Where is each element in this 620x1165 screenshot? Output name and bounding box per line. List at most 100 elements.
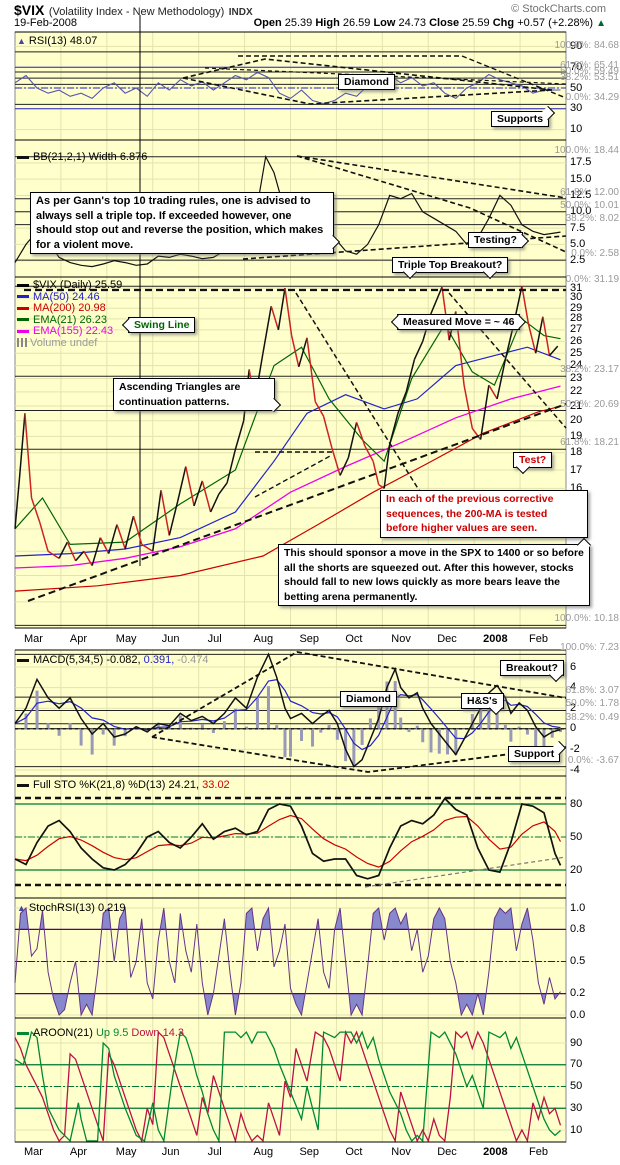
month-label: Dec bbox=[437, 633, 457, 645]
axis-tick-label: 20 bbox=[570, 863, 583, 876]
axis-tick-label: 22 bbox=[570, 385, 583, 398]
axis-tick-label: -2 bbox=[570, 742, 580, 755]
annotation-spx-note: This should sponsor a move in the SPX to… bbox=[278, 537, 592, 606]
legend-row: MA(200) 20.98 bbox=[17, 302, 122, 315]
price-legend: $VIX (Daily) 25.59 MA(50) 24.46 MA(200) … bbox=[17, 279, 123, 350]
ema155-label: EMA(155) 22.43 bbox=[33, 325, 114, 337]
axis-tick-label: 26 bbox=[570, 334, 583, 347]
indicator-icon: ▲ bbox=[17, 36, 26, 46]
fib-level-label: 61.8%: 65.41 bbox=[560, 59, 619, 71]
bb-legend: BB(21,2,1) Width 6.876 bbox=[17, 151, 147, 163]
axis-tick-label: 28 bbox=[570, 312, 583, 325]
fib-level-label: 50.0%: 59.49 bbox=[560, 66, 619, 78]
axis-tick-label: 30 bbox=[570, 291, 583, 304]
axis-tick-label: 4 bbox=[570, 681, 577, 694]
chg-value: +0.57 (+2.28%) bbox=[517, 17, 594, 29]
line-swatch-icon bbox=[17, 155, 29, 159]
indicator-icon: ▲ bbox=[17, 903, 26, 913]
chg-label: Chg bbox=[492, 17, 515, 29]
symbol-description: (Volatility Index - New Methodology) bbox=[48, 6, 225, 18]
change-up-icon: ▲ bbox=[596, 18, 606, 29]
chart-header: $VIX (Volatility Index - New Methodology… bbox=[14, 2, 253, 20]
fib-level-label: 50.0%: 1.78 bbox=[565, 698, 619, 710]
axis-tick-label: 6 bbox=[570, 660, 577, 673]
macd-signal-value: 0.391, bbox=[140, 654, 175, 666]
vix-daily-label: $VIX (Daily) 25.59 bbox=[33, 279, 123, 291]
month-label: May bbox=[115, 1146, 137, 1158]
month-label: Jul bbox=[207, 1146, 222, 1158]
volume-bars-icon bbox=[17, 337, 27, 347]
axis-tick-label: 1.0 bbox=[570, 901, 586, 914]
axis-tick-label: 0 bbox=[570, 722, 577, 735]
annotation-corrective-note: In each of the previous corrective seque… bbox=[380, 490, 588, 538]
aroon-up-value: Up 9.5 bbox=[92, 1027, 129, 1039]
legend-row: Volume undef bbox=[17, 336, 122, 350]
annotation-triple-top: Triple Top Breakout? bbox=[392, 257, 509, 280]
axis-tick-label: 0.8 bbox=[570, 922, 586, 935]
month-label: Mar bbox=[23, 1146, 43, 1158]
annotation-swing-line: Swing Line bbox=[121, 317, 196, 333]
annotation-gann-note: As per Gann's top 10 trading rules, one … bbox=[30, 192, 341, 254]
axis-tick-label: 0.0 bbox=[570, 1008, 586, 1021]
legend-row: $VIX (Daily) 25.59 bbox=[17, 279, 123, 292]
month-label: May bbox=[115, 633, 137, 645]
close-label: Close bbox=[429, 17, 460, 29]
ma50-label: MA(50) 24.46 bbox=[33, 290, 100, 303]
symbol: $VIX bbox=[14, 2, 45, 18]
axis-tick-label: 50 bbox=[570, 830, 583, 843]
fib-level-label: 0.0%: -3.67 bbox=[567, 754, 619, 766]
month-label: Oct bbox=[345, 633, 363, 645]
annotation-support: Support bbox=[508, 740, 567, 762]
aroon-down-value: Down 14.3 bbox=[128, 1027, 185, 1039]
fib-level-label: 61.8%: 12.00 bbox=[560, 186, 619, 198]
line-swatch-icon bbox=[17, 295, 29, 299]
line-swatch-icon bbox=[17, 783, 29, 787]
line-swatch-icon bbox=[17, 658, 29, 662]
fib-level-label: 38.2%: 8.02 bbox=[565, 212, 619, 224]
low-value: 24.73 bbox=[398, 17, 427, 29]
month-label: Oct bbox=[345, 1146, 363, 1158]
axis-tick-label: 31 bbox=[570, 281, 583, 294]
quote-line: Open 25.39 High 26.59 Low 24.73 Close 25… bbox=[254, 17, 606, 29]
high-label: High bbox=[315, 17, 340, 29]
fib-level-label: 38.2%: 23.17 bbox=[560, 364, 619, 376]
macd-label: MACD(5,34,5) -0.082, bbox=[33, 654, 141, 666]
line-swatch-icon bbox=[17, 329, 29, 333]
axis-tick-label: 10 bbox=[570, 123, 583, 136]
fib-level-label: 100.0%: 18.44 bbox=[554, 144, 620, 156]
month-label: Feb bbox=[529, 1146, 548, 1158]
month-label: Jun bbox=[161, 1146, 180, 1158]
month-label: Jul bbox=[207, 633, 222, 645]
axis-tick-label: 24 bbox=[570, 359, 583, 372]
fib-level-label: 100.0%: 84.68 bbox=[554, 39, 620, 51]
axis-tick-label: 17.5 bbox=[570, 156, 592, 169]
fib-level-label: 0.0%: 31.19 bbox=[565, 274, 619, 286]
month-label: Aug bbox=[253, 633, 274, 645]
month-label: Feb bbox=[529, 633, 548, 645]
annotation-supports: Supports bbox=[491, 105, 556, 127]
month-label: 2008 bbox=[483, 1146, 508, 1158]
copyright: © StockCharts.com bbox=[511, 3, 606, 15]
ma200-label: MA(200) 20.98 bbox=[33, 302, 106, 314]
fib-level-label: 0.0%: 34.29 bbox=[565, 92, 619, 104]
axis-tick-label: 21 bbox=[570, 399, 583, 412]
axis-tick-label: -4 bbox=[570, 763, 580, 776]
axis-tick-label: 12.5 bbox=[570, 188, 592, 201]
low-label: Low bbox=[373, 17, 396, 29]
exchange-label: INDX bbox=[228, 7, 253, 18]
month-label: Aug bbox=[253, 1146, 274, 1158]
axis-tick-label: 27 bbox=[570, 323, 583, 336]
legend-row: EMA(21) 26.23 bbox=[17, 314, 122, 327]
axis-tick-label: 7.5 bbox=[570, 221, 586, 234]
annotation-hs: H&S's bbox=[461, 693, 504, 716]
volume-label: Volume undef bbox=[30, 336, 98, 349]
annotation-test: Test? bbox=[513, 452, 553, 475]
open-label: Open bbox=[253, 17, 282, 29]
axis-tick-label: 90 bbox=[570, 39, 583, 52]
axis-tick-label: 0.5 bbox=[570, 955, 586, 967]
annotation-ascending-triangles: Ascending Triangles are continuation pat… bbox=[113, 378, 282, 413]
month-label: Nov bbox=[391, 1146, 411, 1158]
annotation-testing: Testing? bbox=[468, 232, 530, 249]
chart-date: 19-Feb-2008 bbox=[14, 17, 77, 29]
